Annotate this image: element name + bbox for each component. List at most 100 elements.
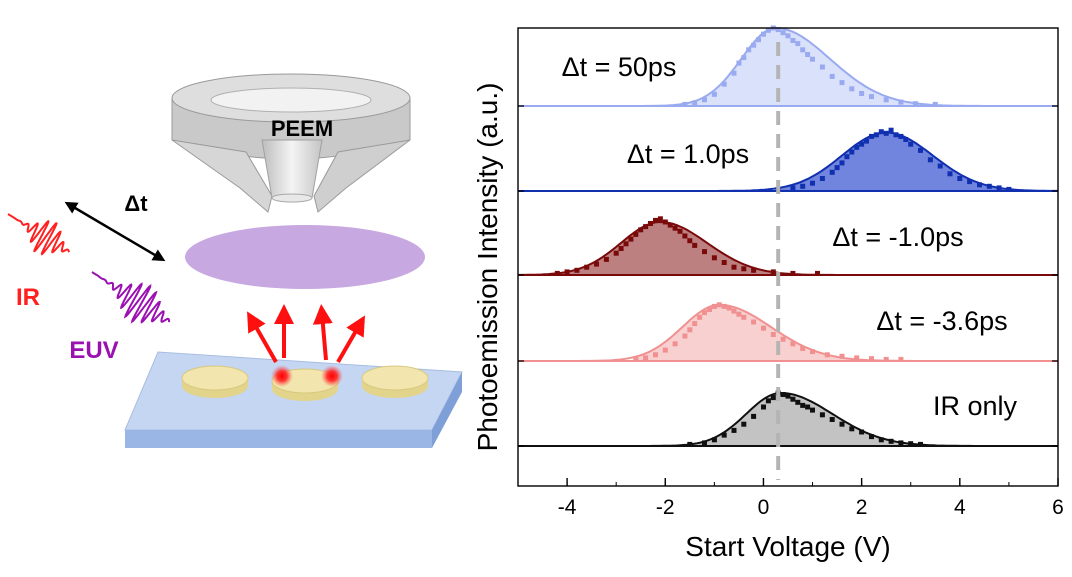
data-point — [751, 413, 757, 419]
data-point — [898, 99, 904, 105]
data-point — [657, 216, 663, 222]
series-panel — [518, 390, 1058, 447]
data-point — [736, 311, 742, 317]
x-tick-label: 4 — [954, 496, 966, 519]
y-axis-label: Photoemission Intensity (a.u.) — [472, 83, 503, 452]
data-point — [623, 241, 629, 247]
data-point — [770, 269, 776, 275]
data-point — [677, 228, 683, 234]
data-point — [648, 221, 653, 226]
ir-pulse-wave — [7, 213, 70, 256]
data-point — [790, 396, 796, 402]
data-point — [829, 169, 835, 175]
x-axis-ticks: -4 -2 0 2 4 6 — [517, 478, 1064, 519]
data-point — [751, 319, 757, 325]
x-axis-label: Start Voltage (V) — [685, 531, 890, 562]
data-point — [869, 356, 874, 362]
data-point — [947, 171, 953, 177]
data-point — [996, 185, 1002, 191]
data-point — [878, 129, 884, 135]
series-label: Δt = 1.0ps — [627, 139, 749, 169]
data-point — [913, 101, 919, 107]
series-panel — [518, 127, 1058, 192]
data-point — [761, 325, 766, 331]
data-point — [633, 356, 639, 362]
data-point — [898, 133, 904, 139]
data-point — [711, 303, 717, 309]
chart-panels — [518, 25, 1058, 447]
delay-arrow — [64, 201, 166, 262]
data-point — [800, 47, 806, 53]
data-point — [927, 157, 933, 163]
data-point — [800, 183, 806, 189]
data-point — [869, 94, 874, 100]
data-point — [613, 250, 619, 256]
imaging-screen — [185, 225, 425, 289]
data-point — [751, 42, 757, 48]
data-point — [854, 355, 860, 361]
data-point — [711, 91, 717, 97]
data-point — [859, 141, 865, 147]
data-point — [918, 147, 923, 153]
experiment-schematic: PEEM — [7, 73, 463, 448]
data-point — [800, 346, 806, 351]
data-point — [716, 302, 722, 308]
data-point — [702, 249, 707, 255]
data-point — [977, 182, 982, 188]
data-point — [594, 261, 599, 267]
data-point — [819, 412, 825, 418]
data-point — [859, 91, 865, 96]
data-point — [653, 352, 658, 358]
photoelectron-arrow — [312, 304, 333, 361]
data-point — [795, 41, 801, 47]
data-point — [731, 70, 737, 76]
data-point — [888, 127, 894, 133]
data-point — [839, 160, 845, 166]
data-point — [741, 314, 747, 320]
x-tick-label: 2 — [856, 496, 868, 519]
data-point — [849, 149, 855, 155]
series-area — [684, 28, 936, 106]
series-fit-line — [518, 26, 1058, 107]
data-point — [731, 308, 737, 314]
data-point — [765, 27, 771, 33]
series-label: IR only — [933, 391, 1018, 421]
data-point — [805, 404, 811, 410]
series-fit-line — [518, 303, 1058, 362]
data-point — [736, 60, 742, 66]
data-point — [761, 404, 766, 410]
data-point — [702, 440, 707, 446]
data-point — [721, 432, 727, 438]
data-point — [810, 407, 815, 413]
data-point — [839, 80, 845, 86]
data-point — [903, 137, 909, 142]
data-point — [878, 437, 884, 443]
data-point — [692, 321, 698, 327]
data-point — [638, 227, 644, 233]
sample-disc-right — [361, 365, 429, 398]
series-labels: Δt = 50ps Δt = 1.0ps Δt = -1.0ps Δt = -3.6p… — [562, 52, 1018, 421]
series-panel — [518, 302, 1058, 362]
data-point — [780, 392, 786, 397]
data-point — [662, 219, 668, 225]
data-point — [697, 314, 703, 320]
euv-pulse-wave — [91, 271, 171, 324]
data-point — [731, 264, 737, 270]
data-point — [682, 333, 688, 339]
data-point — [780, 336, 786, 342]
data-point — [741, 55, 747, 61]
series-label: Δt = -3.6ps — [876, 306, 1007, 336]
data-point — [908, 141, 914, 147]
data-point — [815, 270, 820, 276]
data-point — [702, 310, 707, 316]
data-point — [741, 266, 747, 272]
hot-spot-right — [321, 365, 343, 387]
series-label: Δt = -1.0ps — [832, 222, 963, 252]
data-point — [667, 222, 673, 228]
data-point — [829, 73, 835, 79]
photoelectron-arrows — [247, 304, 366, 364]
data-point — [957, 176, 963, 181]
series-fit-line — [518, 391, 1058, 447]
data-point — [761, 31, 766, 37]
